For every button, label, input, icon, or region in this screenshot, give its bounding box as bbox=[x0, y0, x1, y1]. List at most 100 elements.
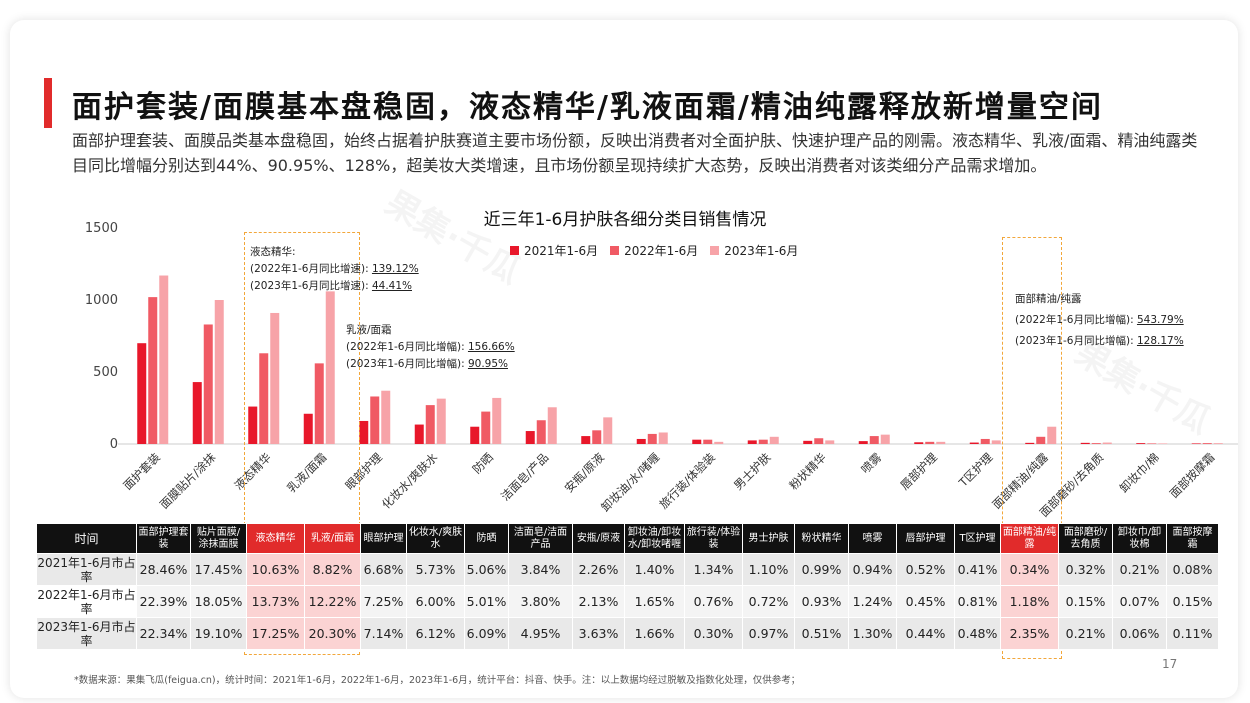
table-cell: 0.52% bbox=[896, 553, 955, 586]
bar-2023年1-6月-卸妆巾/棉 bbox=[1158, 443, 1168, 444]
table-cell: 0.45% bbox=[896, 585, 955, 618]
table-cell: 0.99% bbox=[794, 553, 849, 586]
x-tick-label: T区护理 bbox=[955, 450, 995, 490]
bar-2023年1-6月-安瓶/原液 bbox=[603, 417, 613, 444]
table-header-cell: 化妆水/爽肤水 bbox=[406, 523, 465, 554]
table-cell: 0.97% bbox=[742, 617, 795, 650]
table-cell: 0.76% bbox=[684, 585, 743, 618]
bar-2023年1-6月-化妆水/爽肤水 bbox=[436, 398, 446, 444]
bar-2021年1-6月-化妆水/爽肤水 bbox=[414, 424, 424, 444]
table-header-cell: 面部磨砂/去角质 bbox=[1058, 523, 1113, 554]
table-row-label: 2022年1-6月市占率 bbox=[36, 585, 137, 618]
page-number: 17 bbox=[1162, 657, 1178, 671]
table-header-cell: 面部护理套装 bbox=[136, 523, 191, 554]
table-header-cell: 面部精油/纯露 bbox=[1000, 523, 1059, 554]
table-header-cell: 液态精华 bbox=[246, 523, 305, 554]
x-tick-label: 男士护肤 bbox=[731, 450, 774, 493]
bar-2023年1-6月-面膜贴片/涂抹 bbox=[214, 300, 224, 444]
bar-2023年1-6月-眼部护理 bbox=[381, 390, 391, 444]
bar-2021年1-6月-卸妆巾/棉 bbox=[1136, 443, 1146, 444]
table-cell: 0.93% bbox=[794, 585, 849, 618]
table-cell: 0.06% bbox=[1112, 617, 1167, 650]
table-cell: 6.00% bbox=[406, 585, 465, 618]
bar-2021年1-6月-眼部护理 bbox=[359, 420, 369, 444]
table-cell: 0.51% bbox=[794, 617, 849, 650]
table-cell: 0.48% bbox=[954, 617, 1001, 650]
bar-2022年1-6月-化妆水/爽肤水 bbox=[425, 405, 435, 444]
bar-2023年1-6月-卸妆油/水/啫喱 bbox=[658, 432, 668, 444]
bar-2023年1-6月-T区护理 bbox=[991, 440, 1001, 444]
table-header-cell: 旅行装/体验装 bbox=[684, 523, 743, 554]
table-cell: 6.68% bbox=[360, 553, 407, 586]
table-cell: 12.22% bbox=[304, 585, 361, 618]
bar-2022年1-6月-喷雾 bbox=[869, 436, 879, 444]
bar-2022年1-6月-卸妆巾/棉 bbox=[1147, 443, 1157, 444]
page-title: 面护套装/面膜基本盘稳固，液态精华/乳液面霜/精油纯露释放新增量空间 bbox=[72, 90, 1103, 125]
table-cell: 5.73% bbox=[406, 553, 465, 586]
table-cell: 22.34% bbox=[136, 617, 191, 650]
bar-2022年1-6月-液态精华 bbox=[259, 353, 269, 444]
table-header-cell: 唇部护理 bbox=[896, 523, 955, 554]
table-cell: 1.18% bbox=[1000, 585, 1059, 618]
bar-2021年1-6月-面部精油/纯露 bbox=[1025, 442, 1035, 444]
table-cell: 5.06% bbox=[464, 553, 509, 586]
footnote: *数据来源：果集飞瓜(feigua.cn)，统计时间：2021年1-6月，202… bbox=[74, 675, 801, 686]
table-cell: 8.82% bbox=[304, 553, 361, 586]
bar-2023年1-6月-防晒 bbox=[492, 397, 502, 444]
table-cell: 6.12% bbox=[406, 617, 465, 650]
table-header-cell: 卸妆油/卸妆水/卸妆啫喱 bbox=[624, 523, 685, 554]
table-cell: 0.07% bbox=[1112, 585, 1167, 618]
table-cell: 7.14% bbox=[360, 617, 407, 650]
bar-2022年1-6月-防晒 bbox=[481, 411, 491, 444]
table-cell: 0.32% bbox=[1058, 553, 1113, 586]
table-cell: 4.95% bbox=[508, 617, 573, 650]
table-cell: 1.24% bbox=[848, 585, 897, 618]
table-cell: 13.73% bbox=[246, 585, 305, 618]
bar-2021年1-6月-安瓶/原液 bbox=[581, 436, 591, 444]
bar-2023年1-6月-旅行装/体验装 bbox=[714, 441, 724, 444]
bar-2021年1-6月-T区护理 bbox=[969, 442, 979, 444]
table-header-cell: 喷雾 bbox=[848, 523, 897, 554]
y-tick-label: 0 bbox=[109, 437, 118, 452]
bar-2023年1-6月-洁面皂/产品 bbox=[547, 407, 557, 444]
table-header-cell: 防晒 bbox=[464, 523, 509, 554]
bar-2021年1-6月-面膜贴片/涂抹 bbox=[192, 382, 202, 444]
bar-2022年1-6月-卸妆油/水/啫喱 bbox=[647, 433, 657, 444]
bar-2021年1-6月-防晒 bbox=[470, 426, 480, 444]
page-description: 面部护理套装、面膜品类基本盘稳固，始终占据着护肤赛道主要市场份额，反映出消费者对… bbox=[72, 131, 1198, 175]
market-share-table: 时间 面部护理套装 贴片面膜/涂抹面膜 液态精华 乳液/面霜 眼部护理 化妆水/爽肤水 防晒洁… bbox=[36, 523, 1219, 650]
bar-2023年1-6月-面部磨砂/去角质 bbox=[1102, 442, 1112, 444]
bar-2022年1-6月-面膜贴片/涂抹 bbox=[203, 324, 213, 444]
bar-2023年1-6月-唇部护理 bbox=[936, 441, 946, 444]
bar-2022年1-6月-旅行装/体验装 bbox=[703, 439, 713, 444]
bar-2023年1-6月-液态精华 bbox=[270, 312, 280, 444]
table-cell: 28.46% bbox=[136, 553, 191, 586]
y-tick-label: 1000 bbox=[84, 293, 118, 308]
table-cell: 3.80% bbox=[508, 585, 573, 618]
bar-2021年1-6月-面部按摩霜 bbox=[1191, 443, 1201, 444]
bar-2021年1-6月-粉状精华 bbox=[803, 440, 813, 444]
table-header-cell: 乳液/面霜 bbox=[304, 523, 361, 554]
table-cell: 5.01% bbox=[464, 585, 509, 618]
table-header-cell: 眼部护理 bbox=[360, 523, 407, 554]
table-cell: 0.81% bbox=[954, 585, 1001, 618]
chart-legend: 2021年1-6月 2022年1-6月 2023年1-6月 bbox=[510, 242, 798, 259]
table-cell: 0.94% bbox=[848, 553, 897, 586]
table-cell: 19.10% bbox=[190, 617, 247, 650]
y-tick-label: 1500 bbox=[84, 221, 118, 236]
bar-2022年1-6月-T区护理 bbox=[980, 438, 990, 444]
bar-2023年1-6月-面部精油/纯露 bbox=[1047, 426, 1057, 444]
bar-2023年1-6月-乳液/面霜 bbox=[325, 291, 335, 444]
bar-2023年1-6月-喷雾 bbox=[880, 434, 890, 444]
table-header-cell: 贴片面膜/涂抹面膜 bbox=[190, 523, 247, 554]
x-tick-label: 面护套装 bbox=[120, 450, 163, 493]
table-cell: 2.35% bbox=[1000, 617, 1059, 650]
table-cell: 6.09% bbox=[464, 617, 509, 650]
bar-2021年1-6月-面部磨砂/去角质 bbox=[1080, 442, 1090, 444]
title-accent-bar bbox=[44, 78, 52, 128]
legend-item-2023: 2023年1-6月 bbox=[710, 242, 798, 259]
x-tick-label: 唇部护理 bbox=[897, 450, 940, 493]
bar-2023年1-6月-面护套装 bbox=[159, 275, 169, 444]
table-cell: 0.08% bbox=[1166, 553, 1219, 586]
table-header-cell: 粉状精华 bbox=[794, 523, 849, 554]
